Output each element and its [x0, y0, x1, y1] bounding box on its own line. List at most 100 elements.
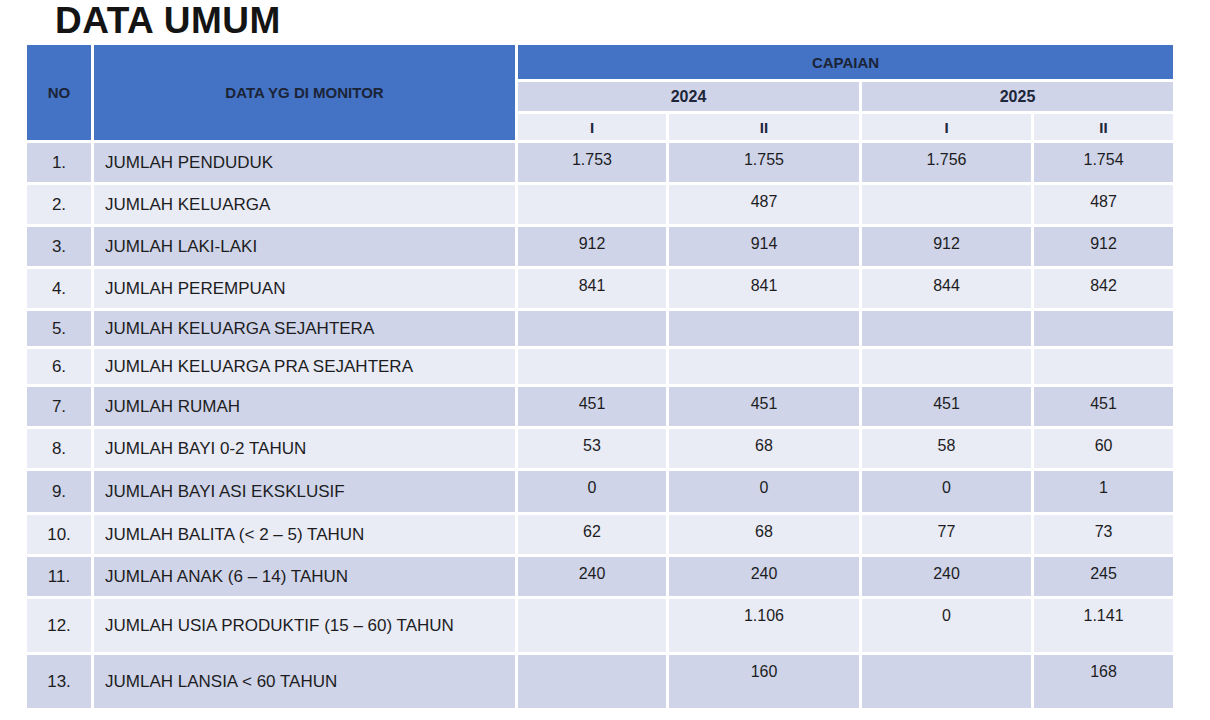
- header-capaian: CAPAIAN: [517, 44, 1175, 81]
- row-value: 487: [668, 184, 861, 226]
- row-label: JUMLAH LANSIA < 60 TAHUN: [93, 654, 517, 710]
- row-value: 1.753: [517, 142, 668, 184]
- table-row: 10.JUMLAH BALITA (< 2 – 5) TAHUN62687773: [26, 514, 1175, 556]
- header-year-2025: 2025: [861, 81, 1175, 113]
- row-value: 68: [668, 514, 861, 556]
- table-row: 1.JUMLAH PENDUDUK1.7531.7551.7561.754: [26, 142, 1175, 184]
- row-value: [861, 310, 1033, 348]
- row-label: JUMLAH KELUARGA SEJAHTERA: [93, 310, 517, 348]
- row-number: 5.: [26, 310, 93, 348]
- page-title: DATA UMUM: [55, 0, 281, 42]
- row-label: JUMLAH ANAK (6 – 14) TAHUN: [93, 556, 517, 598]
- row-value: 1.106: [668, 598, 861, 654]
- row-value: 451: [517, 386, 668, 428]
- slide: DATA UMUM NO DATA YG DI MONITOR CAPAIAN …: [0, 0, 1210, 720]
- row-number: 7.: [26, 386, 93, 428]
- row-value: 1.755: [668, 142, 861, 184]
- row-number: 2.: [26, 184, 93, 226]
- row-value: 240: [861, 556, 1033, 598]
- header-year-2024: 2024: [517, 81, 861, 113]
- row-number: 13.: [26, 654, 93, 710]
- row-value: 245: [1033, 556, 1175, 598]
- row-value: 168: [1033, 654, 1175, 710]
- row-value: [517, 598, 668, 654]
- row-number: 12.: [26, 598, 93, 654]
- row-label: JUMLAH BAYI 0-2 TAHUN: [93, 428, 517, 470]
- row-value: 58: [861, 428, 1033, 470]
- row-value: [517, 348, 668, 386]
- table-row: 9.JUMLAH BAYI ASI EKSKLUSIF0001: [26, 470, 1175, 514]
- row-value: 912: [1033, 226, 1175, 268]
- row-value: 451: [668, 386, 861, 428]
- row-value: 487: [1033, 184, 1175, 226]
- row-label: JUMLAH KELUARGA PRA SEJAHTERA: [93, 348, 517, 386]
- row-value: [1033, 348, 1175, 386]
- row-value: [517, 184, 668, 226]
- table-row: 8.JUMLAH BAYI 0-2 TAHUN53685860: [26, 428, 1175, 470]
- row-label: JUMLAH USIA PRODUKTIF (15 – 60) TAHUN: [93, 598, 517, 654]
- data-umum-table: NO DATA YG DI MONITOR CAPAIAN 2024 2025 …: [24, 42, 1176, 711]
- row-label: JUMLAH PENDUDUK: [93, 142, 517, 184]
- row-number: 1.: [26, 142, 93, 184]
- row-value: 451: [1033, 386, 1175, 428]
- row-value: 451: [861, 386, 1033, 428]
- header-monitor: DATA YG DI MONITOR: [93, 44, 517, 142]
- row-label: JUMLAH PEREMPUAN: [93, 268, 517, 310]
- row-label: JUMLAH BAYI ASI EKSKLUSIF: [93, 470, 517, 514]
- row-value: 68: [668, 428, 861, 470]
- row-value: 912: [517, 226, 668, 268]
- row-value: 1.141: [1033, 598, 1175, 654]
- row-value: 62: [517, 514, 668, 556]
- row-value: [517, 654, 668, 710]
- row-value: 160: [668, 654, 861, 710]
- row-value: [861, 654, 1033, 710]
- row-value: [668, 310, 861, 348]
- row-label: JUMLAH LAKI-LAKI: [93, 226, 517, 268]
- row-value: 842: [1033, 268, 1175, 310]
- row-value: 1.754: [1033, 142, 1175, 184]
- table-row: 6.JUMLAH KELUARGA PRA SEJAHTERA: [26, 348, 1175, 386]
- row-value: 841: [517, 268, 668, 310]
- row-number: 11.: [26, 556, 93, 598]
- row-value: [861, 348, 1033, 386]
- row-number: 10.: [26, 514, 93, 556]
- table-row: 2.JUMLAH KELUARGA 487 487: [26, 184, 1175, 226]
- table-row: 13.JUMLAH LANSIA < 60 TAHUN 160 168: [26, 654, 1175, 710]
- table-row: 11.JUMLAH ANAK (6 – 14) TAHUN24024024024…: [26, 556, 1175, 598]
- row-number: 9.: [26, 470, 93, 514]
- row-value: 53: [517, 428, 668, 470]
- table-row: 3.JUMLAH LAKI-LAKI912914912912: [26, 226, 1175, 268]
- table-row: 12.JUMLAH USIA PRODUKTIF (15 – 60) TAHUN…: [26, 598, 1175, 654]
- row-value: 1.756: [861, 142, 1033, 184]
- row-value: 0: [668, 470, 861, 514]
- row-label: JUMLAH BALITA (< 2 – 5) TAHUN: [93, 514, 517, 556]
- row-value: 0: [861, 598, 1033, 654]
- table-row: 4.JUMLAH PEREMPUAN841841844842: [26, 268, 1175, 310]
- row-value: 912: [861, 226, 1033, 268]
- row-number: 4.: [26, 268, 93, 310]
- table-row: 5.JUMLAH KELUARGA SEJAHTERA: [26, 310, 1175, 348]
- row-number: 6.: [26, 348, 93, 386]
- header-no: NO: [26, 44, 93, 142]
- row-value: 841: [668, 268, 861, 310]
- row-value: 77: [861, 514, 1033, 556]
- header-sem-2025-1: I: [861, 113, 1033, 142]
- row-value: 0: [861, 470, 1033, 514]
- row-value: [861, 184, 1033, 226]
- row-value: [668, 348, 861, 386]
- row-value: 60: [1033, 428, 1175, 470]
- header-sem-2024-2: II: [668, 113, 861, 142]
- row-label: JUMLAH KELUARGA: [93, 184, 517, 226]
- row-value: 73: [1033, 514, 1175, 556]
- row-value: [1033, 310, 1175, 348]
- row-value: 240: [517, 556, 668, 598]
- row-value: [517, 310, 668, 348]
- row-number: 3.: [26, 226, 93, 268]
- header-sem-2025-2: II: [1033, 113, 1175, 142]
- row-number: 8.: [26, 428, 93, 470]
- row-value: 0: [517, 470, 668, 514]
- row-value: 240: [668, 556, 861, 598]
- row-label: JUMLAH RUMAH: [93, 386, 517, 428]
- row-value: 844: [861, 268, 1033, 310]
- row-value: 1: [1033, 470, 1175, 514]
